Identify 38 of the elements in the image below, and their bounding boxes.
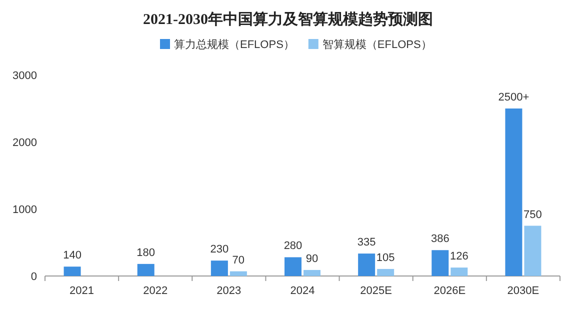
data-label: 230 bbox=[210, 244, 229, 256]
data-label: 105 bbox=[376, 252, 395, 264]
bar bbox=[505, 108, 522, 276]
legend-label: 智算规模（EFLOPS） bbox=[322, 39, 432, 51]
x-tick-label: 2022 bbox=[143, 285, 168, 297]
bar bbox=[450, 268, 468, 276]
y-tick-label: 2000 bbox=[12, 137, 37, 149]
bar bbox=[210, 260, 228, 276]
bar bbox=[284, 257, 302, 276]
y-tick-label: 3000 bbox=[12, 70, 37, 82]
bar bbox=[358, 254, 376, 276]
bar bbox=[304, 270, 320, 276]
data-label: 90 bbox=[306, 252, 318, 265]
x-tick-label: 2030E bbox=[507, 285, 540, 297]
data-label: 750 bbox=[524, 208, 542, 221]
bar bbox=[64, 266, 81, 276]
bar bbox=[230, 271, 247, 276]
bar bbox=[432, 250, 449, 276]
legend-label: 算力总规模（EFLOPS） bbox=[174, 38, 294, 51]
x-tick-label: 2024 bbox=[290, 285, 315, 297]
bar bbox=[377, 268, 394, 276]
data-label: 386 bbox=[430, 233, 450, 246]
data-label: 180 bbox=[136, 246, 156, 259]
data-label: 70 bbox=[232, 254, 245, 266]
chart-title: 2021-2030年中国算力及智算规模趋势预测图 bbox=[143, 11, 433, 28]
data-label: 335 bbox=[357, 236, 376, 249]
data-label: 126 bbox=[450, 250, 468, 263]
data-label: 140 bbox=[63, 250, 82, 262]
bar bbox=[524, 226, 542, 276]
data-label: 280 bbox=[284, 240, 302, 252]
y-tick-label: 0 bbox=[30, 271, 37, 283]
x-tick-label: 2026E bbox=[434, 285, 466, 297]
bar bbox=[137, 264, 154, 276]
x-tick-label: 2025E bbox=[360, 285, 392, 297]
y-tick-label: 1000 bbox=[12, 204, 37, 216]
x-tick-label: 2021 bbox=[70, 285, 94, 297]
data-label: 2500+ bbox=[498, 92, 530, 104]
x-tick-label: 2023 bbox=[216, 285, 242, 297]
